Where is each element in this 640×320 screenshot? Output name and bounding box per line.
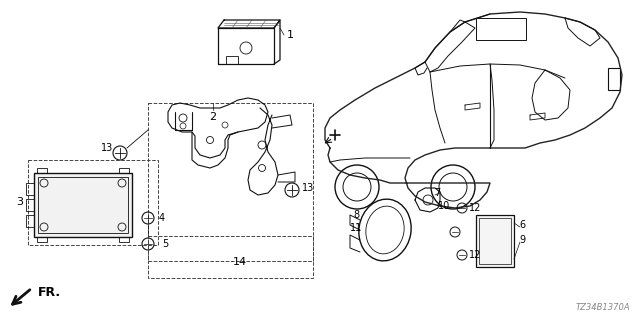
Bar [26,199,34,211]
Text: 2: 2 [209,112,216,122]
Bar [119,168,129,173]
Text: 13: 13 [302,183,314,193]
Text: 10: 10 [438,201,450,211]
Text: TZ34B1370A: TZ34B1370A [575,303,630,312]
Bar [26,215,34,227]
Bar [119,237,129,242]
Text: 8: 8 [353,210,359,220]
Text: 5: 5 [162,239,168,249]
Text: 3: 3 [17,197,24,207]
Bar [608,68,620,90]
Text: 7: 7 [434,188,440,198]
Text: 9: 9 [519,235,525,245]
Bar [479,218,511,264]
Bar [37,168,47,173]
Text: 6: 6 [519,220,525,230]
Text: 14: 14 [233,257,247,267]
Bar [34,173,132,237]
Bar [476,215,514,267]
Text: 12: 12 [469,250,481,260]
Bar [148,236,313,278]
Text: 11: 11 [350,223,362,233]
Text: 1: 1 [287,30,294,40]
Bar [476,18,526,40]
Bar [28,160,158,245]
Bar [226,56,238,64]
Text: FR.: FR. [38,285,61,299]
Text: 4: 4 [159,213,165,223]
Bar [37,237,47,242]
Text: 13: 13 [101,143,113,153]
Bar [38,177,128,233]
Bar [148,103,313,261]
Bar [26,183,34,195]
Text: 12: 12 [469,203,481,213]
